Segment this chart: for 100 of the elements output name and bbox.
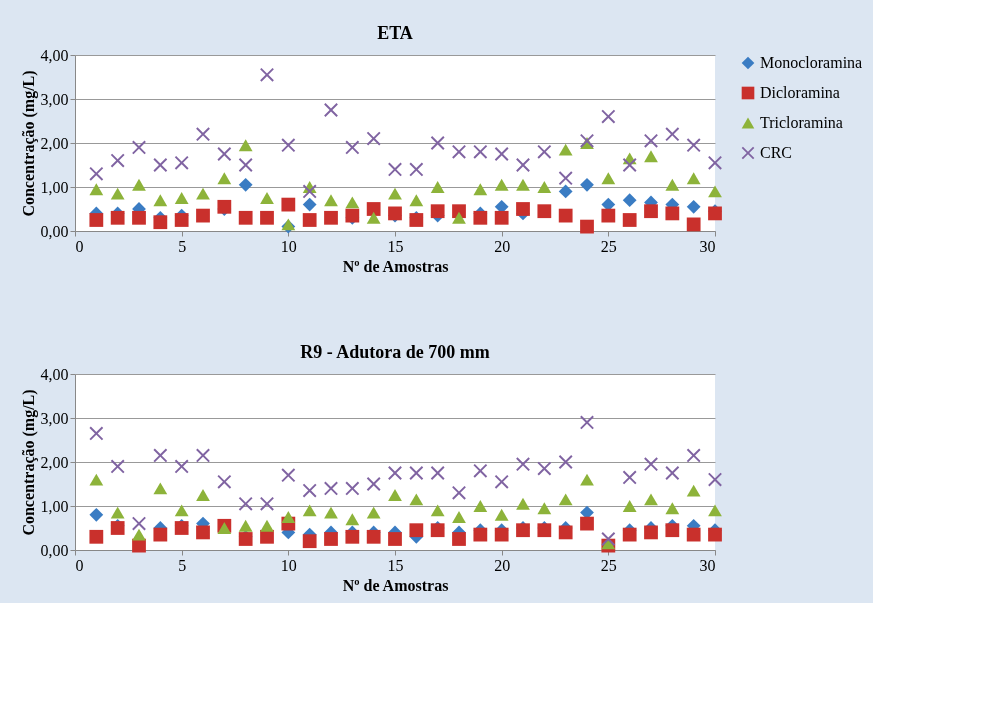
point [644,133,658,148]
legend-label: Tricloramina [760,114,843,131]
point [558,455,573,469]
y-axis-title: Concentração (mg/L) [19,70,38,217]
point [537,502,552,515]
point [430,181,445,193]
point [601,532,616,546]
point [644,204,658,219]
point [601,208,616,223]
point [89,529,104,544]
point [217,147,232,161]
x-tick-label: 15 [387,237,404,255]
point [302,483,317,498]
point [622,193,637,208]
point [644,525,658,540]
point [388,489,402,501]
point [580,133,594,148]
point [281,197,296,212]
point [516,158,530,172]
point [409,194,424,207]
point [324,210,338,225]
point [153,215,168,230]
point [110,506,125,519]
point [324,103,338,117]
point [324,194,338,207]
point [473,527,488,542]
point [238,158,253,172]
y-tick-label: 2,00 [40,134,69,152]
point [110,459,125,474]
point [516,202,530,216]
point [622,470,637,485]
point [388,187,402,200]
point [196,489,210,501]
point [708,155,722,170]
y-tick-label: 0,00 [40,222,69,240]
point [686,172,701,185]
point [622,500,637,512]
point [260,192,274,204]
y-tick-label: 4,00 [40,46,69,64]
point [601,109,616,124]
point [110,187,125,200]
x-tick-label: 30 [699,556,716,574]
point [388,466,402,480]
point [110,210,125,225]
x-tick-label: 0 [75,237,84,255]
point [537,204,552,219]
point [601,172,616,185]
point [516,497,530,510]
point [494,527,509,542]
point [89,213,104,227]
chart-title: ETA [377,23,413,43]
point [580,516,594,531]
point [686,217,701,232]
point [89,507,104,522]
point [260,67,274,82]
point [174,459,189,474]
point [196,525,210,540]
point [558,143,573,156]
point [580,473,594,486]
point [153,158,168,172]
x-tick-label: 10 [280,556,297,574]
point [366,477,381,491]
point [366,529,381,544]
point [430,504,445,517]
point [473,183,488,196]
legend-label: Monocloramina [760,54,863,71]
point [302,504,317,517]
point [516,178,530,191]
point [708,527,722,542]
point [132,178,146,191]
x-tick-label: 15 [387,556,404,574]
point [153,194,168,207]
point [558,493,573,506]
point [260,519,274,532]
point [580,219,594,234]
point [452,211,466,224]
point [452,532,466,546]
chart-title: R9 - Adutora de 700 mm [300,342,490,362]
x-axis-title: Nº de Amostras [342,576,449,594]
point [345,529,360,544]
point [366,211,381,224]
x-tick-label: 25 [600,556,617,574]
point [324,532,338,546]
point [452,144,466,159]
point [238,139,253,152]
point [558,184,573,199]
y-tick-label: 1,00 [40,178,69,196]
x-tick-label: 25 [600,237,617,255]
point [324,506,338,519]
point [686,527,701,542]
point [409,466,424,480]
point [430,466,445,480]
x-axis-title: Nº de Amostras [342,257,449,275]
point [217,522,232,534]
point [174,192,189,204]
point [345,513,360,526]
point [473,500,488,512]
point [366,202,381,216]
point [665,523,680,538]
point [345,481,360,496]
